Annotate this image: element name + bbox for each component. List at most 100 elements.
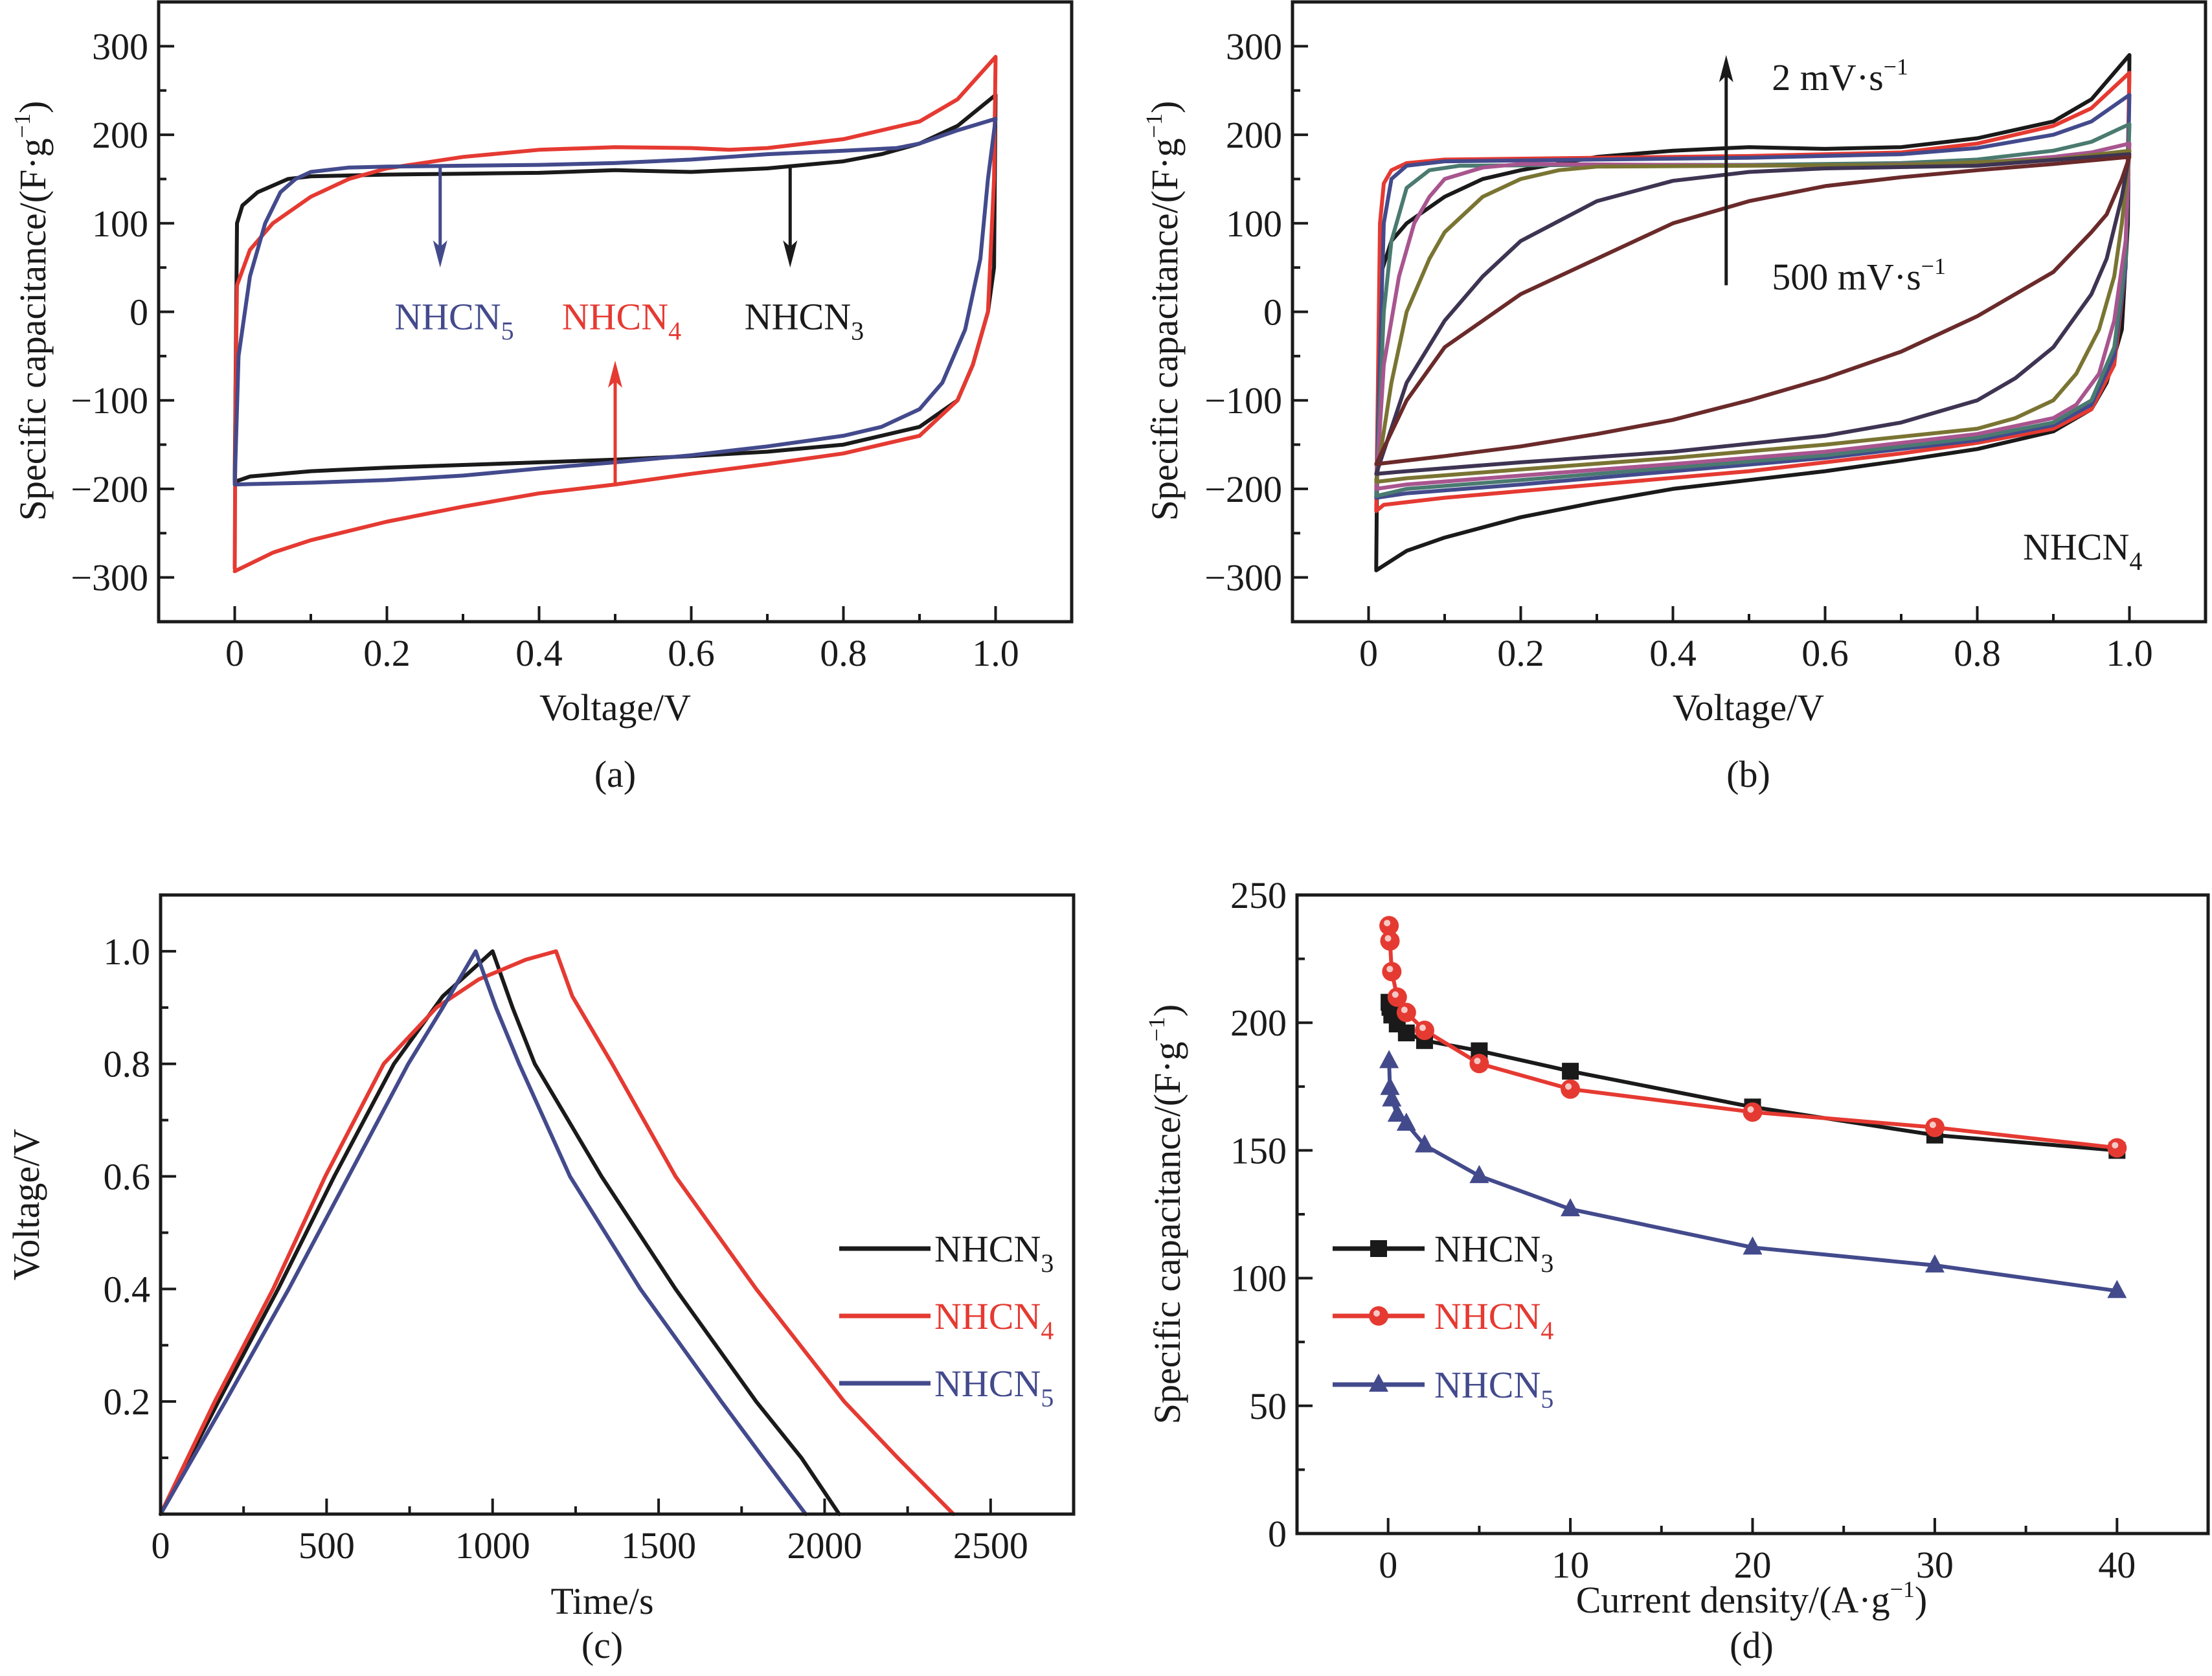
legend-label-main: NHCN — [934, 1295, 1041, 1337]
panel-d-xlabel-main: Current density/(A·g — [1576, 1579, 1890, 1621]
panel-a-label-nhcn5-main: NHCN — [394, 295, 501, 337]
panel-a-ylabel-close: ) — [12, 101, 54, 113]
x-tick-label: 30 — [1916, 1544, 1954, 1586]
panel-a-label-nhcn5-subscript: 5 — [501, 316, 514, 345]
panel-a-arrow-icon — [433, 165, 447, 268]
panel-b-sample-label: NHCN4 — [2023, 526, 2142, 576]
series-line-series-2 — [1374, 71, 2132, 514]
panel-a-axes: 0 0.2 0.4 0.6 0.8 1.0 −300 −200 −100 0 100 200 300 Sp… — [9, 0, 1074, 674]
legend-item-nhcn4: NHCN4 — [839, 1295, 1054, 1345]
x-tick-label: 0.2 — [363, 632, 411, 674]
panel-a-caption: (a) — [594, 753, 636, 795]
scan-rate-arrow-icon — [1719, 55, 1733, 286]
y-tick-label: 150 — [1230, 1129, 1287, 1172]
arrow-head — [783, 240, 798, 268]
scan-rate-bottom-label-main: 500 mV·s — [1772, 256, 1921, 298]
x-tick-label: 0.6 — [1801, 632, 1849, 674]
panel-a-ylabel: Specific capacitance/(F·g−1) — [9, 101, 54, 521]
panel-a-label-nhcn3-main: NHCN — [745, 295, 851, 337]
panel-d-rate-capability: 0 10 20 30 40 0 50 100 150 200 250 Specific capacit… — [1144, 874, 2210, 1666]
legend-marker-triangle-icon — [1369, 1374, 1388, 1392]
y-tick-label: 300 — [92, 25, 148, 67]
panel-d-ylabel-close: ) — [1146, 1004, 1188, 1017]
x-tick-label: 0.8 — [820, 632, 867, 674]
panel-b-ylabel-superscript: −1 — [1141, 113, 1167, 138]
data-point-nhcn5 — [1380, 1076, 1400, 1095]
legend-marker-square-icon — [1370, 1240, 1387, 1257]
scan-rate-bottom-label: 500 mV·s−1 — [1772, 253, 1946, 298]
series-line-series-7 — [1374, 152, 2132, 476]
marker-circle-highlight — [1386, 966, 1394, 973]
panel-d-caption: (d) — [1730, 1624, 1774, 1666]
y-tick-label: 0.2 — [104, 1381, 151, 1423]
panel-d-xlabel-superscript: −1 — [1890, 1576, 1915, 1602]
legend-marker-circle-icon — [1369, 1306, 1388, 1326]
data-point-nhcn4 — [1743, 1102, 1763, 1122]
data-point-nhcn5 — [1382, 1088, 1402, 1107]
legend-label: NHCN4 — [1434, 1295, 1553, 1345]
series-line-nhcn5 — [159, 949, 808, 1516]
data-point-nhcn4 — [1382, 962, 1402, 982]
y-tick-label: 200 — [1230, 1002, 1287, 1044]
legend-label-main: NHCN — [1434, 1364, 1541, 1406]
arrow-head — [608, 360, 622, 388]
data-point-nhcn5 — [1469, 1164, 1489, 1183]
panel-b-caption: (b) — [1726, 753, 1770, 795]
scan-rate-top-label-main: 2 mV·s — [1772, 56, 1883, 98]
panel-a-annotations: NHCN5 NHCN4 NHCN3 — [394, 165, 864, 485]
panel-a-ylabel-main: Specific capacitance/(F·g — [12, 138, 54, 521]
y-tick-label: 1.0 — [104, 931, 151, 973]
x-tick-label: 500 — [299, 1524, 355, 1567]
data-point-nhcn4 — [1387, 987, 1407, 1007]
panel-d-axes: 0 10 20 30 40 0 50 100 150 200 250 Specific capacit… — [1144, 874, 2210, 1621]
x-tick-label: 2500 — [953, 1524, 1028, 1567]
data-point-nhcn5 — [1396, 1112, 1416, 1131]
series-line-500-mv-s- — [1374, 155, 2132, 466]
y-tick-label: 50 — [1249, 1385, 1287, 1427]
legend-label: NHCN5 — [934, 1363, 1054, 1412]
panel-c-gcd: 0 500 1000 1500 2000 2500 0.2 0.4 0.6 0.8 1.0 NHCN… — [5, 893, 1076, 1666]
data-point-nhcn5 — [1387, 1104, 1407, 1122]
y-tick-label: 250 — [1230, 874, 1287, 916]
panel-d-ylabel-main: Specific capacitance/(F·g — [1146, 1041, 1188, 1424]
data-point-nhcn5 — [1379, 1050, 1399, 1069]
y-tick-label: −200 — [71, 468, 148, 510]
marker-circle-highlight — [1419, 1025, 1426, 1032]
data-point-nhcn4 — [1379, 916, 1399, 936]
panel-d-xlabel: Current density/(A·g−1) — [1576, 1576, 1927, 1621]
panel-b-xlabel: Voltage/V — [1673, 686, 1824, 729]
panel-a-label-nhcn4-main: NHCN — [562, 295, 668, 337]
legend-item-nhcn4: NHCN4 — [1333, 1295, 1553, 1345]
marker-circle-highlight — [1929, 1121, 1936, 1128]
data-point-nhcn4 — [1924, 1117, 1945, 1137]
series-line-series-3 — [1374, 93, 2132, 500]
data-point-nhcn4 — [1380, 931, 1400, 951]
y-tick-label: 200 — [92, 114, 148, 156]
marker-circle-highlight — [1384, 934, 1392, 942]
x-tick-label: 1500 — [621, 1524, 696, 1567]
legend-label-main: NHCN — [934, 1363, 1041, 1405]
y-tick-label: 0.8 — [104, 1043, 151, 1085]
x-tick-label: 0 — [152, 1524, 170, 1567]
data-point-nhcn5 — [1414, 1134, 1434, 1153]
data-point-nhcn5 — [1924, 1254, 1945, 1273]
data-point-nhcn4 — [1561, 1079, 1581, 1099]
y-tick-label: 300 — [1226, 25, 1282, 67]
panel-a-series — [232, 54, 998, 574]
x-tick-label: 0 — [1379, 1544, 1397, 1586]
y-tick-label: 0.6 — [104, 1156, 151, 1198]
x-tick-label: 1000 — [455, 1524, 530, 1567]
panel-b-axes: 0 0.2 0.4 0.6 0.8 1.0 −300 −200 −100 0 100 200 300 Sp… — [1141, 0, 2207, 674]
marker-circle-highlight — [1565, 1083, 1572, 1090]
scan-rate-top-label-superscript: −1 — [1884, 54, 1908, 80]
x-tick-label: 0.6 — [668, 632, 715, 674]
panel-a-cv-comparison: 0 0.2 0.4 0.6 0.8 1.0 −300 −200 −100 0 100 200 300 Sp… — [9, 0, 1074, 795]
legend-item-nhcn5: NHCN5 — [1333, 1364, 1553, 1414]
panel-a-label-nhcn3-subscript: 3 — [851, 316, 864, 345]
marker-circle-highlight — [1401, 1006, 1408, 1014]
marker-circle-highlight — [1747, 1106, 1754, 1113]
legend-item-nhcn5: NHCN5 — [839, 1363, 1054, 1412]
marker-circle-highlight — [1392, 991, 1399, 998]
